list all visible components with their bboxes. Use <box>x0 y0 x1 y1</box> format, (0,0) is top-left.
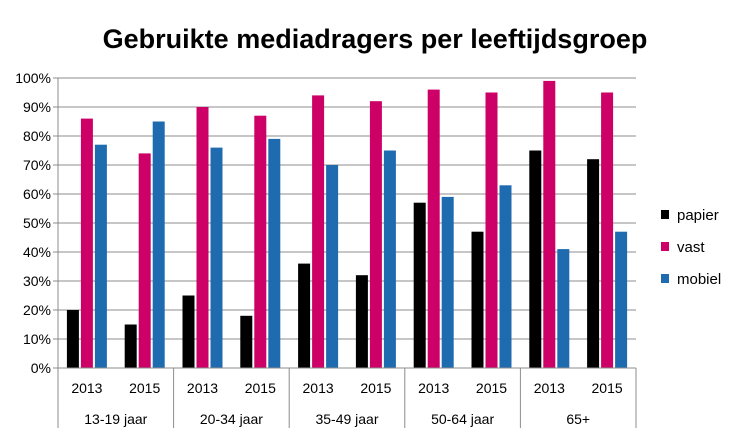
y-tick-label: 40% <box>23 244 51 260</box>
x-group-label: 50-64 jaar <box>431 411 494 427</box>
legend-swatch-mobiel <box>661 274 669 283</box>
legend: papier vast mobiel <box>661 207 721 288</box>
bar-papier <box>182 295 195 368</box>
bar-mobiel <box>210 147 223 368</box>
bar-papier <box>413 202 426 368</box>
bar-vast <box>601 92 614 368</box>
x-tick-label: 2013 <box>534 380 565 396</box>
bar-mobiel <box>94 144 107 368</box>
bar-papier <box>471 231 484 368</box>
bar-vast <box>369 101 382 368</box>
bar-vast <box>312 95 325 369</box>
bar-mobiel <box>383 150 396 368</box>
y-tick-label: 10% <box>23 331 51 347</box>
bar-mobiel <box>615 231 628 368</box>
x-group-label: 35-49 jaar <box>315 411 378 427</box>
y-tick-label: 60% <box>23 186 51 202</box>
y-tick-label: 0% <box>31 360 51 376</box>
x-tick-label: 2015 <box>592 380 623 396</box>
x-group-label: 20-34 jaar <box>200 411 263 427</box>
legend-label-vast: vast <box>677 239 705 256</box>
chart-title: Gebruikte mediadragers per leeftijdsgroe… <box>103 24 648 54</box>
x-tick-label: 2015 <box>476 380 507 396</box>
bar-papier <box>529 150 542 368</box>
bar-vast <box>80 118 93 368</box>
y-tick-label: 50% <box>23 215 51 231</box>
bar-vast <box>485 92 498 368</box>
x-group-label: 13-19 jaar <box>84 411 147 427</box>
bar-papier <box>66 310 79 368</box>
bar-vast <box>543 80 556 369</box>
y-tick-label: 30% <box>23 273 51 289</box>
legend-label-papier: papier <box>677 207 719 224</box>
bar-papier <box>124 324 137 368</box>
x-tick-label: 2013 <box>303 380 334 396</box>
y-axis: 0% 10% 20% 30% 40% 50% 60% 70% 80% 90% 100% <box>15 70 59 376</box>
x-group-label: 65+ <box>566 411 590 427</box>
y-tick-label: 70% <box>23 157 51 173</box>
bar-mobiel <box>268 138 281 368</box>
x-tick-label: 2013 <box>418 380 449 396</box>
bar-papier <box>298 263 311 368</box>
x-tick-label: 2013 <box>71 380 102 396</box>
bar-papier <box>587 159 600 368</box>
y-tick-label: 100% <box>15 70 51 86</box>
x-tick-label: 2015 <box>245 380 276 396</box>
x-axis: 2013 2015 13-19 jaar 2013 2015 20-34 jaar 2013… <box>57 367 637 428</box>
bar-mobiel <box>441 196 454 368</box>
bar-vast <box>254 115 267 368</box>
bar-mobiel <box>326 165 339 368</box>
legend-swatch-vast <box>661 242 669 251</box>
legend-swatch-papier <box>661 210 669 219</box>
bar-mobiel <box>557 249 570 368</box>
bar-vast <box>427 89 440 368</box>
legend-label-mobiel: mobiel <box>677 271 721 288</box>
bar-vast <box>138 153 151 368</box>
bar-papier <box>240 315 253 368</box>
x-tick-label: 2015 <box>360 380 391 396</box>
bar-mobiel <box>499 185 512 368</box>
bar-mobiel <box>152 121 165 368</box>
bars <box>66 80 628 369</box>
x-tick-label: 2015 <box>129 380 160 396</box>
bar-vast <box>196 107 209 368</box>
bar-papier <box>355 275 368 368</box>
y-tick-label: 90% <box>23 99 51 115</box>
y-tick-label: 80% <box>23 128 51 144</box>
y-tick-label: 20% <box>23 302 51 318</box>
x-tick-label: 2013 <box>187 380 218 396</box>
